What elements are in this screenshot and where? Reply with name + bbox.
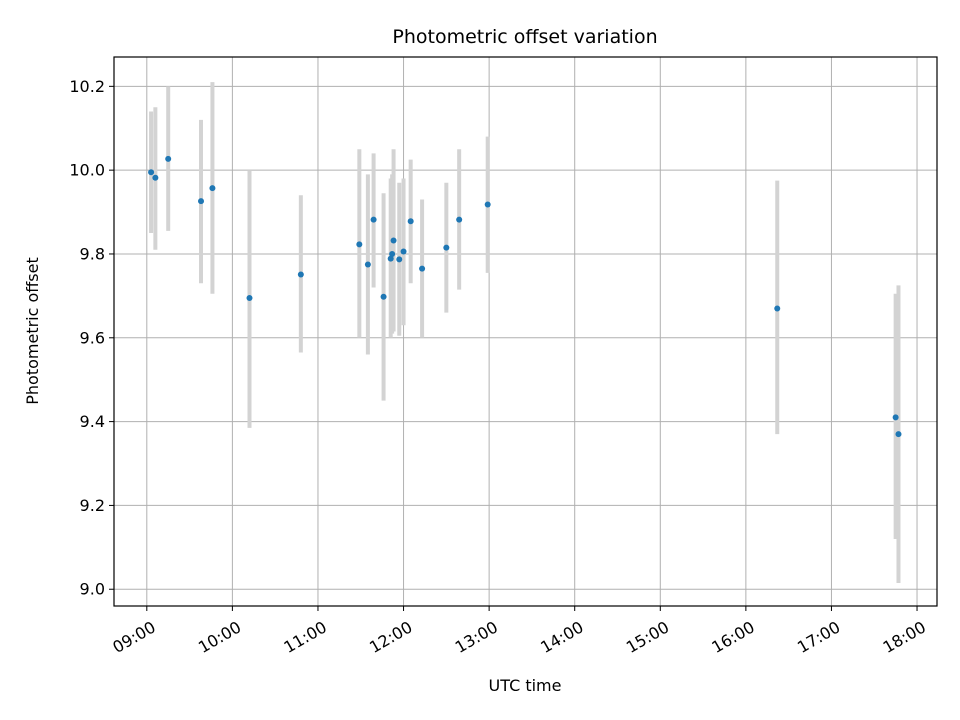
- data-point: [892, 414, 899, 421]
- data-point: [198, 198, 205, 205]
- data-point: [297, 271, 304, 278]
- y-tick-label: 9.6: [80, 328, 105, 347]
- y-tick-label: 9.2: [80, 496, 105, 515]
- data-point: [370, 216, 377, 223]
- data-point: [148, 169, 155, 176]
- grid-lines: [114, 57, 937, 606]
- data-point: [419, 265, 426, 272]
- data-point: [246, 294, 253, 301]
- data-point: [407, 218, 414, 225]
- data-point: [380, 293, 387, 300]
- chart-title: Photometric offset variation: [392, 26, 657, 48]
- data-point: [364, 261, 371, 268]
- data-point: [400, 248, 407, 255]
- y-tick-label: 10.2: [69, 77, 105, 96]
- x-axis-label: UTC time: [489, 676, 562, 695]
- plot-frame: [113, 56, 938, 607]
- data-point: [456, 216, 463, 223]
- y-tick-label: 9.0: [80, 580, 105, 599]
- y-tick-label: 9.8: [80, 244, 105, 263]
- y-axis-label: Photometric offset: [23, 257, 42, 405]
- data-point: [152, 174, 159, 181]
- data-point: [443, 244, 450, 251]
- data-point: [484, 201, 491, 208]
- y-tick-label: 10.0: [69, 161, 105, 180]
- y-tick-label: 9.4: [80, 412, 105, 431]
- data-point: [209, 185, 216, 192]
- y-axis-ticks: 9.0 9.2 9.4 9.6 9.8 10.0 10.2: [69, 77, 114, 599]
- data-point: [356, 241, 363, 248]
- data-point: [390, 237, 397, 244]
- data-points: [148, 155, 902, 438]
- data-point: [895, 431, 902, 438]
- data-point: [387, 255, 394, 262]
- data-point: [389, 250, 396, 257]
- data-point: [165, 155, 172, 162]
- data-point: [774, 305, 781, 312]
- data-point: [396, 256, 403, 263]
